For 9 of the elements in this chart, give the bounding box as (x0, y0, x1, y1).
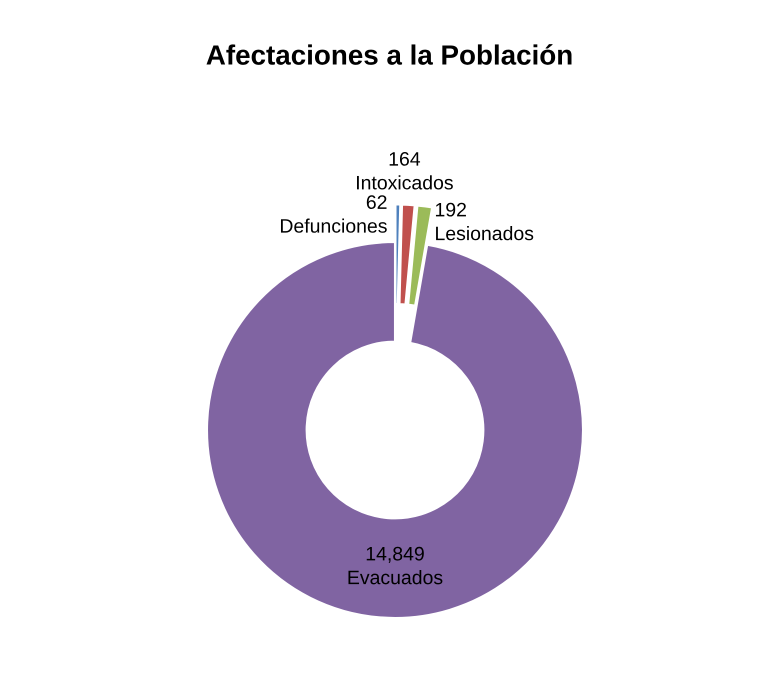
chart-title: Afectaciones a la Población (206, 44, 572, 65)
slice-label: Evacuados (348, 570, 442, 584)
data-label: 164 (390, 152, 420, 166)
slice-label: Defunciones (280, 218, 387, 233)
data-label: 192 (436, 202, 466, 217)
slice-label: Intoxicados (357, 175, 453, 190)
data-label: 62 (366, 195, 387, 210)
slice-label: Lesionados (436, 226, 534, 240)
data-label: 14,849 (366, 546, 424, 563)
